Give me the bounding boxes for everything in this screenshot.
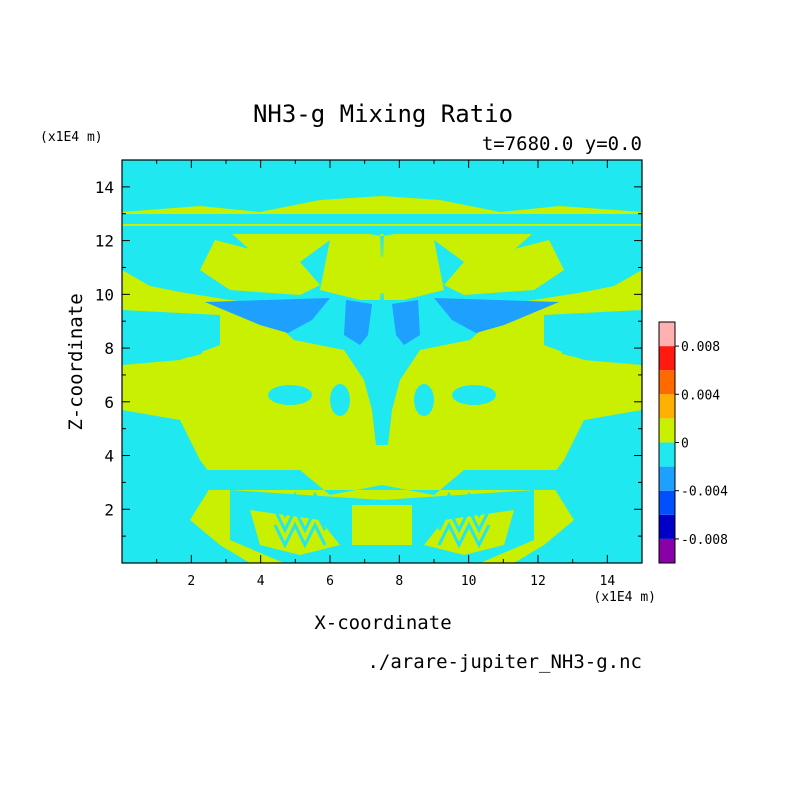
x-tick-label: 4: [257, 574, 265, 589]
plot-area: [122, 160, 642, 563]
colorbar-swatch: [659, 322, 675, 347]
colorbar-swatch: [659, 370, 675, 395]
colorbar-tick-label: 0: [681, 437, 689, 452]
y-unit-label: (x1E4 m): [40, 130, 103, 145]
colorbar-tick-label: 0.008: [681, 340, 720, 355]
y-tick-label: 8: [104, 339, 114, 358]
y-axis-label: Z-coordinate: [65, 293, 87, 430]
plot-frame: [121, 159, 643, 564]
y-tick-label: 6: [104, 393, 114, 412]
field-level-0-to-0.002-patches: [180, 240, 584, 555]
colorbar-tick-label: -0.004: [681, 485, 728, 500]
x-tick-label: 10: [461, 574, 477, 589]
colorbar-swatch: [659, 394, 675, 419]
colorbar-swatch: [659, 442, 675, 467]
field-stripes: [122, 316, 642, 549]
colorbar-tick-label: 0.004: [681, 388, 720, 403]
x-axis: 2 4 6 8 10 12 14: [156, 160, 616, 589]
y-tick-label: 10: [95, 285, 114, 304]
y-tick-label: 4: [104, 447, 114, 466]
chart-subtitle: t=7680.0 y=0.0: [482, 133, 642, 155]
y-tick-label: 12: [95, 232, 114, 251]
x-tick-label: 8: [395, 574, 403, 589]
colorbar-swatch: [659, 538, 675, 563]
colorbar-swatch: [659, 418, 675, 443]
colorbar-tick-label: -0.008: [681, 533, 728, 548]
colorbar-swatch: [659, 346, 675, 371]
x-unit-label: (x1E4 m): [593, 590, 656, 605]
chart-title: NH3-g Mixing Ratio: [253, 100, 513, 128]
y-axis: 2 4 6 8 10 12 14: [95, 178, 642, 537]
y-tick-label: 2: [104, 500, 114, 519]
x-tick-label: 2: [187, 574, 195, 589]
x-tick-label: 12: [530, 574, 546, 589]
colorbar-swatch: [659, 514, 675, 539]
x-tick-label: 6: [326, 574, 334, 589]
y-tick-label: 14: [95, 178, 114, 197]
colorbar-swatch: [659, 490, 675, 515]
colorbar: -0.008 -0.004 0 0.004 0.008: [658, 321, 728, 564]
field-level-neg0.004-to-neg0.002: [205, 298, 559, 345]
source-file-label: ./arare-jupiter_NH3-g.nc: [367, 651, 642, 673]
colorbar-swatch: [659, 466, 675, 491]
x-tick-label: 14: [600, 574, 616, 589]
x-axis-label: X-coordinate: [314, 612, 451, 634]
